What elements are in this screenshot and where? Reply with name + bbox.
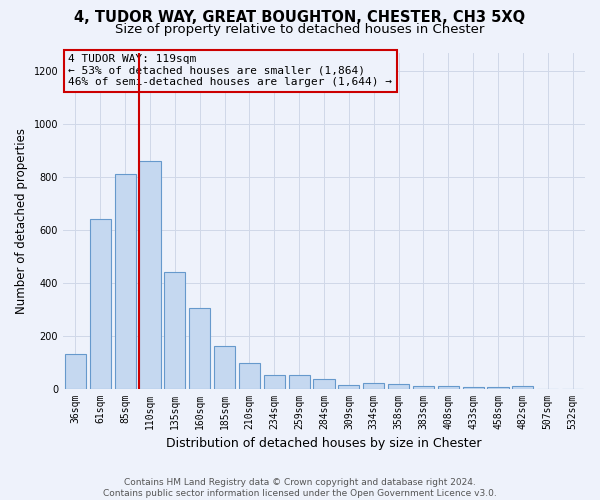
Bar [115, 174, 136, 388]
Bar [139, 161, 161, 388]
Bar [338, 384, 359, 388]
Text: 4 TUDOR WAY: 119sqm
← 53% of detached houses are smaller (1,864)
46% of semi-det: 4 TUDOR WAY: 119sqm ← 53% of detached ho… [68, 54, 392, 88]
X-axis label: Distribution of detached houses by size in Chester: Distribution of detached houses by size … [166, 437, 482, 450]
Bar [463, 387, 484, 388]
Bar [438, 386, 459, 388]
Bar [313, 380, 335, 388]
Bar [214, 346, 235, 389]
Bar [164, 272, 185, 388]
Bar [363, 384, 384, 388]
Text: Size of property relative to detached houses in Chester: Size of property relative to detached ho… [115, 22, 485, 36]
Y-axis label: Number of detached properties: Number of detached properties [15, 128, 28, 314]
Text: 4, TUDOR WAY, GREAT BOUGHTON, CHESTER, CH3 5XQ: 4, TUDOR WAY, GREAT BOUGHTON, CHESTER, C… [74, 10, 526, 25]
Bar [90, 219, 111, 388]
Bar [189, 308, 211, 388]
Bar [413, 386, 434, 388]
Text: Contains HM Land Registry data © Crown copyright and database right 2024.
Contai: Contains HM Land Registry data © Crown c… [103, 478, 497, 498]
Bar [388, 384, 409, 388]
Bar [512, 386, 533, 388]
Bar [65, 354, 86, 388]
Bar [289, 376, 310, 388]
Bar [487, 387, 509, 388]
Bar [239, 364, 260, 388]
Bar [264, 376, 285, 388]
